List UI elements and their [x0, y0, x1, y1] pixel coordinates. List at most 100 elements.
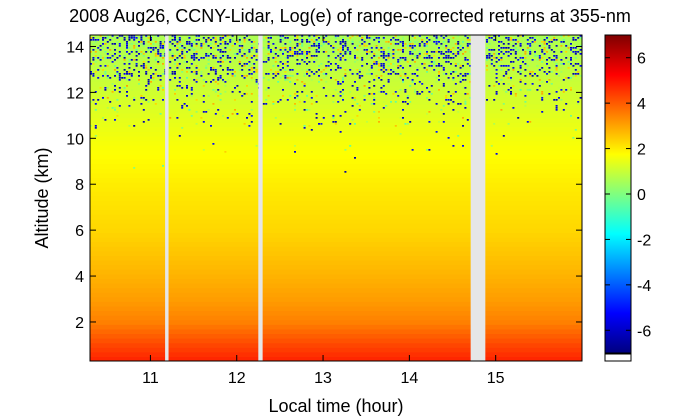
- noise-speckle: [186, 55, 188, 57]
- noise-speckle: [512, 85, 515, 87]
- noise-speckle: [524, 75, 527, 77]
- noise-speckle: [423, 59, 426, 61]
- noise-speckle: [529, 49, 532, 51]
- noise-speckle: [116, 73, 119, 75]
- noise-speckle: [373, 61, 376, 63]
- noise-speckle: [435, 35, 438, 37]
- noise-speckle: [238, 39, 241, 41]
- noise-speckle: [558, 97, 560, 99]
- noise-speckle: [541, 57, 544, 59]
- noise-speckle: [459, 67, 462, 69]
- noise-speckle: [382, 53, 385, 55]
- noise-speckle: [510, 87, 512, 89]
- noise-speckle: [373, 39, 376, 41]
- noise-speckle: [318, 65, 320, 67]
- noise-speckle: [224, 51, 227, 53]
- noise-speckle: [354, 47, 356, 49]
- heat-band: [90, 177, 582, 183]
- heat-band: [90, 76, 582, 82]
- noise-speckle: [406, 45, 409, 47]
- noise-speckle: [517, 35, 520, 37]
- noise-speckle: [370, 43, 373, 45]
- noise-speckle: [555, 65, 558, 67]
- noise-speckle: [142, 41, 145, 43]
- noise-speckle: [524, 63, 527, 65]
- noise-speckle: [190, 63, 193, 65]
- noise-speckle: [495, 37, 498, 39]
- colorbar-tick-label: 0: [637, 187, 646, 204]
- noise-speckle: [512, 45, 515, 47]
- noise-speckle: [430, 45, 433, 47]
- noise-speckle: [318, 75, 320, 77]
- noise-speckle: [195, 79, 198, 81]
- noise-speckle: [507, 47, 510, 49]
- noise-speckle: [524, 101, 527, 103]
- noise-speckle: [380, 51, 383, 53]
- noise-speckle: [118, 77, 121, 79]
- noise-speckle: [133, 45, 136, 47]
- noise-speckle: [457, 53, 460, 55]
- noise-speckle: [361, 65, 364, 67]
- noise-speckle: [462, 117, 464, 119]
- noise-speckle: [212, 37, 215, 39]
- noise-speckle: [337, 55, 340, 57]
- noise-speckle: [457, 135, 460, 137]
- noise-speckle: [435, 41, 438, 43]
- noise-speckle: [109, 49, 112, 51]
- noise-speckle: [123, 69, 126, 71]
- noise-speckle: [126, 43, 128, 45]
- noise-speckle: [303, 61, 306, 63]
- noise-speckle: [291, 55, 294, 57]
- noise-speckle: [224, 81, 227, 83]
- noise-speckle: [378, 121, 380, 123]
- heat-band: [90, 53, 582, 59]
- noise-speckle: [402, 41, 404, 43]
- noise-speckle: [366, 51, 368, 53]
- noise-speckle: [224, 35, 227, 37]
- noise-speckle: [282, 39, 284, 41]
- noise-speckle: [296, 37, 299, 39]
- noise-speckle: [248, 51, 251, 53]
- noise-speckle: [351, 97, 354, 99]
- noise-speckle: [495, 57, 498, 59]
- noise-speckle: [560, 63, 563, 65]
- noise-speckle: [423, 41, 426, 43]
- noise-speckle: [510, 37, 512, 39]
- noise-speckle: [370, 57, 373, 59]
- noise-speckle: [114, 47, 116, 49]
- noise-speckle: [286, 47, 289, 49]
- noise-speckle: [404, 91, 407, 93]
- noise-speckle: [181, 87, 184, 89]
- noise-speckle: [118, 37, 121, 39]
- noise-speckle: [409, 121, 412, 123]
- noise-speckle: [342, 99, 344, 101]
- noise-speckle: [505, 71, 508, 73]
- noise-speckle: [534, 51, 536, 53]
- noise-speckle: [522, 35, 524, 37]
- noise-speckle: [495, 93, 498, 95]
- noise-speckle: [128, 53, 131, 55]
- noise-speckle: [536, 59, 539, 61]
- noise-speckle: [459, 65, 462, 67]
- noise-speckle: [303, 125, 306, 127]
- noise-speckle: [210, 81, 212, 83]
- noise-speckle: [495, 77, 498, 79]
- noise-speckle: [411, 43, 414, 45]
- noise-speckle: [344, 73, 347, 75]
- noise-speckle: [200, 75, 203, 77]
- noise-speckle: [219, 51, 222, 53]
- noise-speckle: [322, 47, 325, 49]
- noise-speckle: [303, 83, 306, 85]
- noise-speckle: [469, 97, 472, 99]
- noise-speckle: [236, 39, 239, 41]
- noise-speckle: [507, 39, 510, 41]
- noise-speckle: [500, 65, 503, 67]
- noise-speckle: [214, 39, 217, 41]
- noise-speckle: [498, 65, 500, 67]
- noise-speckle: [318, 43, 320, 45]
- noise-speckle: [224, 69, 227, 71]
- noise-speckle: [282, 47, 284, 49]
- noise-speckle: [207, 37, 210, 39]
- noise-speckle: [502, 47, 505, 49]
- noise-speckle: [176, 117, 179, 119]
